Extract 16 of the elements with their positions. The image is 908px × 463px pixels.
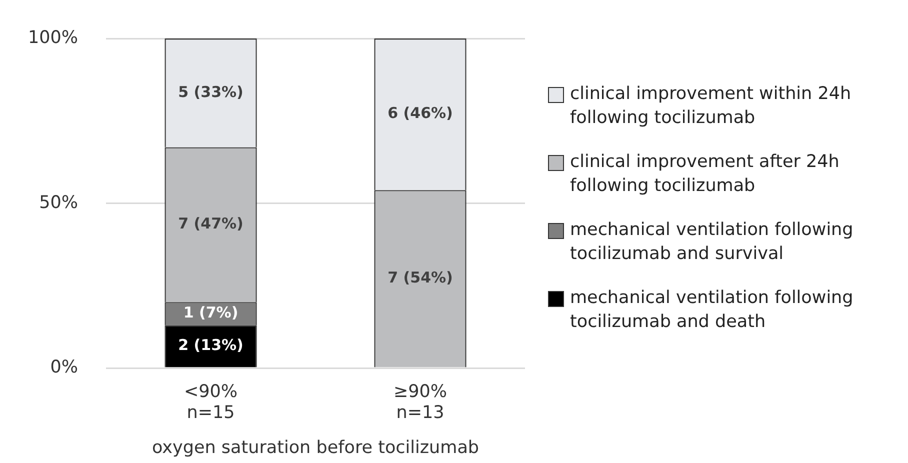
legend-label: mechanical ventilation following tocilizumab and death: [570, 287, 854, 334]
data-label: 7 (47%): [178, 214, 244, 233]
data-label: 5 (33%): [178, 82, 244, 101]
data-label: 1 (7%): [183, 304, 238, 322]
y-tick-label: 50%: [39, 192, 78, 213]
legend-label: clinical improvement after 24h following tocilizumab: [570, 151, 840, 198]
x-tick-label: ≥90% n=13: [393, 382, 448, 424]
data-label: 2 (13%): [178, 336, 244, 354]
y-tick-label: 100%: [28, 28, 78, 48]
legend-label: mechanical ventilation following tocilizumab and survival: [570, 219, 854, 266]
x-tick-label: <90% n=15: [184, 382, 238, 424]
legend-label: clinical improvement within 24h following tocilizumab: [570, 83, 852, 130]
data-label: 6 (46%): [388, 104, 453, 122]
y-tick-label: 0%: [50, 358, 78, 378]
x-axis-title: oxygen saturation before tocilizumab: [152, 438, 480, 458]
data-label: 7 (54%): [388, 268, 453, 287]
